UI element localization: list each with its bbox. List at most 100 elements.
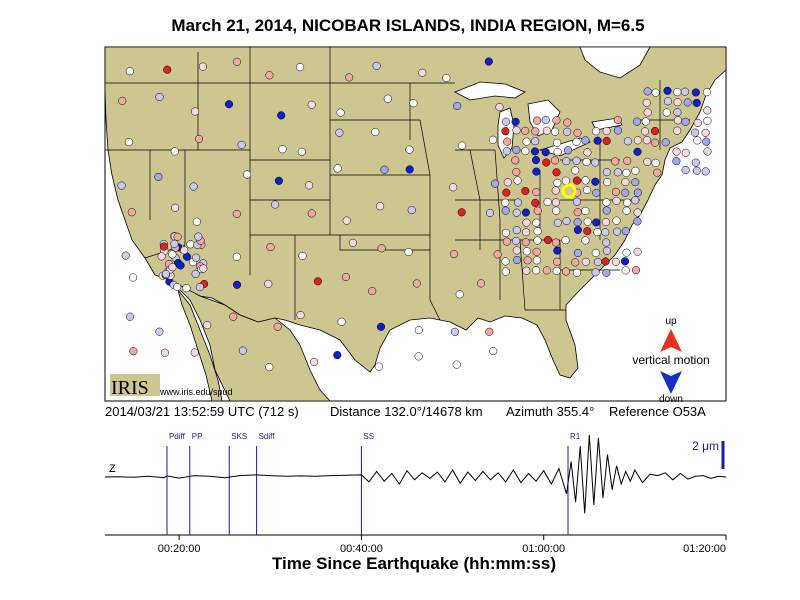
station-dot [593, 136, 602, 145]
station-dot [573, 225, 582, 235]
logo-url: www.iris.edu/spud [159, 387, 233, 397]
seismogram-panel: Pdiff PP SKS Sdiff SS R1 00:20:00 00:40:00 01:0… [104, 432, 727, 555]
station-dot [485, 208, 495, 217]
station-dot [124, 138, 133, 147]
station-dot [643, 157, 652, 166]
station-dot [348, 238, 357, 247]
station-dot [602, 198, 611, 207]
station-dot [640, 127, 650, 136]
station-dot [502, 147, 511, 156]
station-dot [602, 268, 611, 277]
station-dot [522, 247, 531, 256]
station-dot [530, 147, 540, 156]
station-dot [552, 266, 561, 275]
station-dot [553, 138, 562, 147]
station-dot [691, 128, 700, 137]
station-dot [550, 156, 560, 165]
station-dot [449, 183, 458, 192]
station-dot [621, 178, 630, 187]
station-dot [377, 244, 386, 253]
station-dot [182, 284, 191, 293]
station-dot [522, 228, 531, 237]
station-dot [553, 257, 562, 266]
reference-station-marker [561, 183, 577, 199]
station-dot [602, 168, 611, 177]
station-dot [532, 188, 541, 197]
baja-california [177, 289, 223, 402]
station-dot [157, 252, 166, 261]
station-dot [501, 127, 510, 136]
station-dot [190, 348, 199, 357]
station-dot [611, 157, 620, 166]
station-dot [512, 236, 521, 245]
station-dot [198, 62, 207, 71]
station-dot [191, 107, 200, 116]
station-dot [572, 156, 581, 165]
station-dot [601, 218, 610, 227]
station-dot [232, 280, 242, 289]
station-dot [232, 57, 242, 66]
station-dot [553, 178, 562, 187]
station-dot [702, 137, 711, 146]
station-dot [298, 251, 307, 260]
station-dot [633, 208, 642, 217]
station-dot [278, 145, 287, 154]
station-dot [622, 248, 631, 257]
station-dot [277, 111, 286, 120]
station-dot [501, 206, 510, 215]
station-dot [265, 71, 274, 80]
station-dot [125, 67, 134, 76]
station-dot [176, 261, 185, 270]
station-dot [543, 197, 552, 207]
x-axis-label: Time Since Earthquake (hh:mm:ss) [272, 554, 556, 573]
station-dot [651, 138, 660, 147]
station-dot [129, 347, 138, 356]
station-dot [307, 209, 316, 218]
station-dot [383, 94, 392, 103]
station-dot [552, 168, 561, 177]
station-dot [680, 87, 690, 96]
station-dot [305, 181, 314, 190]
station-dot [601, 257, 610, 266]
station-dot [531, 156, 541, 165]
station-dot [592, 188, 601, 197]
station-dot [371, 127, 380, 137]
station-dot [513, 176, 522, 185]
station-dot [563, 127, 572, 136]
station-dot [581, 136, 590, 145]
station-dot [341, 272, 350, 282]
station-dot [561, 267, 571, 276]
station-dot [531, 198, 540, 207]
station-dot [376, 202, 385, 211]
station-dot [513, 255, 522, 265]
station-dot [572, 137, 581, 146]
station-dot [199, 264, 208, 273]
station-dot [531, 137, 540, 146]
station-dot [412, 279, 421, 288]
station-dot [485, 327, 494, 336]
station-dot [405, 165, 414, 174]
station-dot [571, 258, 580, 267]
station-dot [501, 267, 510, 276]
station-dot [180, 246, 189, 255]
station-dot [511, 117, 520, 126]
station-dot [533, 116, 542, 125]
station-dot [681, 117, 690, 126]
station-dot [542, 126, 551, 135]
station-dot [612, 227, 622, 236]
station-dot [542, 266, 551, 275]
station-dot [632, 117, 642, 126]
station-dot [673, 126, 682, 135]
station-dot [573, 208, 582, 217]
station-dot [661, 138, 670, 147]
station-dot [521, 238, 530, 247]
station-dot [533, 206, 542, 215]
station-dot [194, 134, 204, 144]
phase-markers: Pdiff PP SKS Sdiff SS R1 [166, 432, 581, 535]
station-dot [653, 168, 662, 177]
phase-label-r1: R1 [570, 432, 581, 441]
station-dot [154, 172, 163, 181]
station-dot [551, 186, 560, 195]
station-dot [159, 242, 168, 251]
up-arrow-icon [660, 329, 682, 352]
